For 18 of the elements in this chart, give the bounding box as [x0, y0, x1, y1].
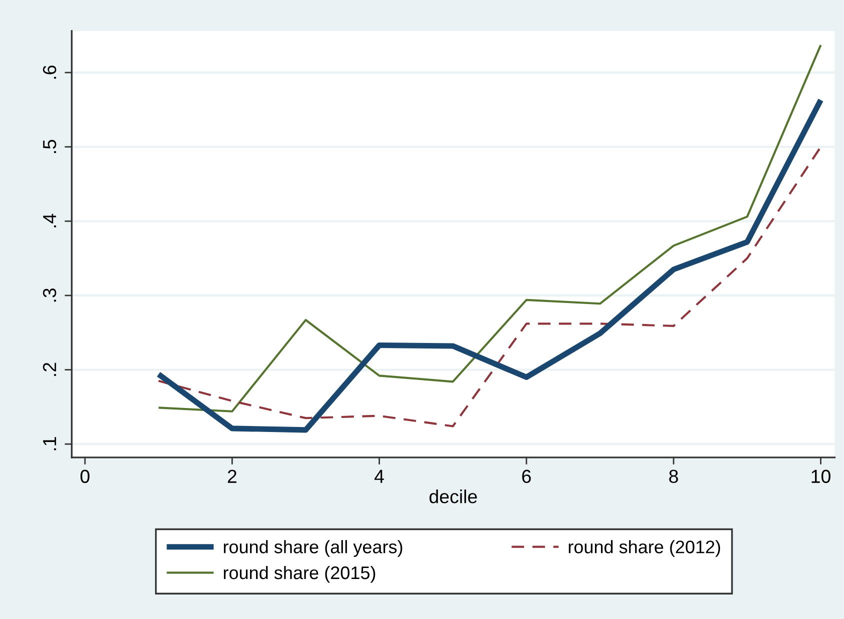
line-series	[158, 146, 822, 428]
y-tick-label: .6	[42, 66, 56, 79]
x-tick-label: 4	[374, 470, 384, 483]
legend-label: round share (2012)	[568, 540, 720, 557]
x-tick-label: 10	[812, 470, 830, 484]
y-tick-label: .2	[42, 362, 56, 376]
line-series	[158, 44, 822, 412]
x-axis-title: decile	[430, 490, 477, 504]
y-tick-label: .5	[43, 140, 56, 153]
x-tick-label: 8	[669, 470, 678, 484]
y-tick-label: .4	[43, 214, 56, 228]
x-tick-label: 2	[228, 470, 236, 483]
y-tick-label: .3	[42, 288, 56, 302]
legend-label: round share (all years)	[224, 540, 402, 557]
x-tick-label: 6	[522, 470, 531, 484]
y-tick-label: .1	[43, 437, 56, 450]
legend-label: round share (2015)	[224, 566, 376, 583]
x-tick-label: 0	[80, 470, 90, 484]
